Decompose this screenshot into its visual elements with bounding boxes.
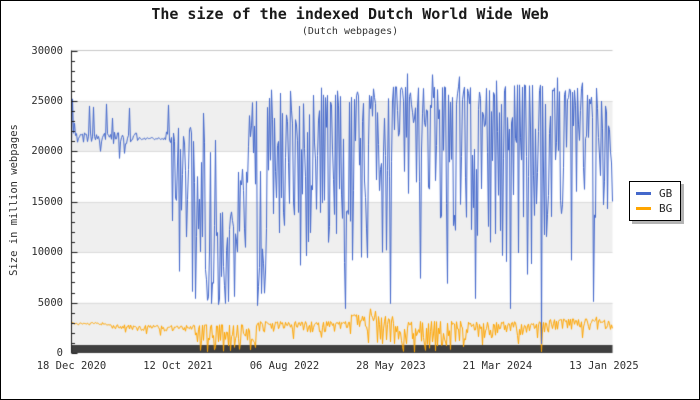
y-tick-label-25000: 25000: [31, 94, 63, 107]
chart-subtitle: (Dutch webpages): [301, 26, 399, 37]
y-tick-label-0: 0: [56, 347, 63, 359]
legend-box: GB BG: [629, 181, 682, 221]
legend-line-swatch-bg: [636, 207, 651, 210]
legend-item-gb: GB: [636, 186, 672, 201]
legend-line-swatch-gb: [636, 192, 651, 195]
x-tick-label-06-Aug-2022: 06 Aug 2022: [249, 360, 320, 372]
y-tick-label-20000: 20000: [31, 145, 63, 158]
chart-title: The size of the indexed Dutch World Wide…: [151, 5, 549, 23]
legend-item-bg: BG: [636, 201, 672, 216]
y-tick-label-15000: 15000: [31, 195, 63, 208]
legend-label-bg: BG: [659, 202, 673, 215]
x-tick-label-28-May-2023: 28 May 2023: [356, 360, 426, 372]
y-tick-label-30000: 30000: [31, 44, 63, 57]
y-tick-label-10000: 10000: [31, 246, 63, 259]
legend-label-gb: GB: [659, 187, 673, 200]
x-tick-label-13-Jan-2025: 13 Jan 2025: [569, 360, 639, 372]
x-tick-label-18-Dec-2020: 18 Dec 2020: [36, 360, 107, 372]
x-tick-label-21-Mar-2024: 21 Mar 2024: [462, 360, 533, 372]
x-tick-label-12-Oct-2021: 12 Oct 2021: [143, 360, 213, 372]
y-tick-label-5000: 5000: [37, 296, 63, 309]
